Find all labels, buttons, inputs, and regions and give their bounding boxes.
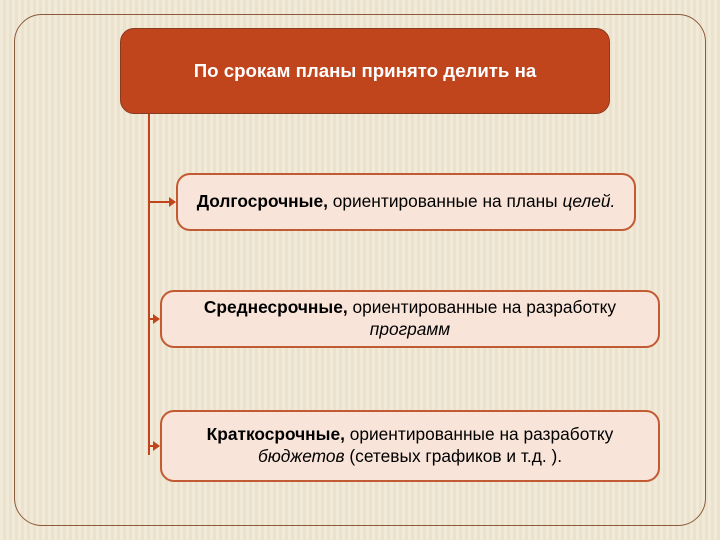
text-segment: ориентированные на разработку <box>352 297 616 317</box>
text-segment: программ <box>370 319 450 339</box>
text-segment: Краткосрочные, <box>207 424 350 444</box>
connector-arrow-icon <box>169 197 176 207</box>
text-segment: ориентированные на планы <box>333 191 563 211</box>
diagram-item-text: Краткосрочные, ориентированные на разраб… <box>176 424 644 467</box>
text-segment: Долгосрочные, <box>197 191 333 211</box>
diagram-item-text: Среднесрочные, ориентированные на разраб… <box>176 297 644 340</box>
diagram-item: Краткосрочные, ориентированные на разраб… <box>160 410 660 482</box>
diagram-item: Долгосрочные, ориентированные на планы ц… <box>176 173 636 231</box>
text-segment: ориентированные на разработку <box>350 424 614 444</box>
text-segment: бюджетов <box>258 446 345 466</box>
slide-canvas: По срокам планы принято делить на Долгос… <box>0 0 720 540</box>
connector-arrow-icon <box>153 441 160 451</box>
text-segment: (сетевых графиков и т.д. ). <box>345 446 562 466</box>
connector-arrow-icon <box>153 314 160 324</box>
diagram-header-text: По срокам планы принято делить на <box>194 60 536 82</box>
text-segment: Среднесрочные, <box>204 297 353 317</box>
connector-trunk <box>148 114 150 455</box>
text-segment: целей. <box>562 191 615 211</box>
connector-branch <box>148 201 171 203</box>
diagram-item-text: Долгосрочные, ориентированные на планы ц… <box>197 191 616 213</box>
diagram-item: Среднесрочные, ориентированные на разраб… <box>160 290 660 348</box>
diagram-header: По срокам планы принято делить на <box>120 28 610 114</box>
